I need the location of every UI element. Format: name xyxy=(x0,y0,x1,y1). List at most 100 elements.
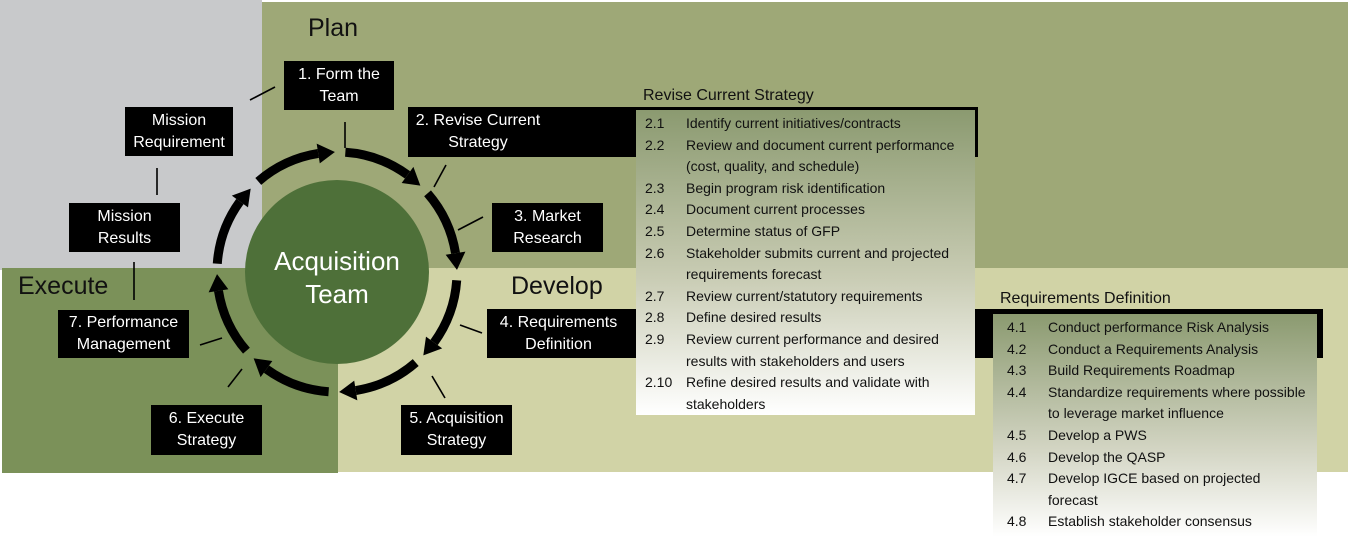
item-number: 4.8 xyxy=(1007,513,1027,530)
double-arrow-icon xyxy=(199,337,223,346)
step-label: 5. Acquisition xyxy=(409,410,504,427)
step-form-team[interactable]: 1. Form the Team xyxy=(284,61,394,110)
connector-arrows xyxy=(133,86,484,399)
cycle-arrow-segment xyxy=(424,190,460,255)
cycle-arrow-segment xyxy=(430,279,462,346)
item-number: 2.4 xyxy=(645,201,665,218)
cycle-arrow-segment xyxy=(212,198,244,265)
reqdef-list: 4.1 Conduct performance Risk Analysis 4.2 C… xyxy=(993,314,1317,537)
step-label: Strategy xyxy=(448,134,508,151)
mission-label: Mission xyxy=(97,207,152,225)
arrowhead-icon xyxy=(445,251,466,270)
reqdef-heading: Requirements Definition xyxy=(1000,290,1171,307)
item-text: Develop IGCE based on projected forecast xyxy=(1048,470,1261,508)
list-item: 2.8 Define desired results xyxy=(645,307,975,329)
center-line-2: Team xyxy=(305,279,369,309)
item-text: Conduct a Requirements Analysis xyxy=(1048,340,1259,357)
list-item: 4.5 Develop a PWS xyxy=(1007,425,1317,447)
item-text: Identify current initiatives/contracts xyxy=(686,115,901,131)
item-number: 2.2 xyxy=(645,136,665,153)
list-item: 2.4 Document current processes xyxy=(645,199,975,221)
item-number: 4.4 xyxy=(1007,383,1027,400)
step-label: Team xyxy=(319,87,359,105)
item-text: Refine desired results and validate with… xyxy=(686,374,930,412)
list-item: 2.9 Review current performance and desire… xyxy=(645,329,975,372)
double-arrow-icon xyxy=(227,368,243,388)
mission-requirement[interactable]: Mission Requirement xyxy=(125,107,233,156)
cycle-arrow-segment xyxy=(255,149,320,185)
step-revise-strategy[interactable]: 2. Revise Current Strategy xyxy=(408,107,548,157)
step-acquisition-strategy[interactable]: 5. Acquisition Strategy xyxy=(401,405,512,455)
list-item: 4.6 Develop the QASP xyxy=(1007,447,1317,469)
list-item: 4.4 Standardize requirements where possib… xyxy=(1007,382,1317,425)
step-label: 7. Performance xyxy=(68,314,179,331)
list-item: 2.7 Review current/statutory requirements xyxy=(645,286,975,308)
cycle-ring xyxy=(208,143,466,401)
double-arrow-icon xyxy=(431,375,446,399)
step-execute-strategy[interactable]: 6. Execute Strategy xyxy=(151,405,262,455)
step-label: 2. Revise Current xyxy=(415,112,541,129)
step-label: 4. Requirements xyxy=(499,314,618,331)
arrowhead-icon xyxy=(401,166,421,186)
list-item: 4.1 Conduct performance Risk Analysis xyxy=(1007,317,1317,339)
list-item: 4.3 Build Requirements Roadmap xyxy=(1007,360,1317,382)
item-text: Review current performance and desired r… xyxy=(686,330,939,369)
step-market-research[interactable]: 3. Market Research xyxy=(492,203,603,252)
item-number: 4.6 xyxy=(1007,448,1027,465)
step-label: Research xyxy=(513,229,582,247)
list-item: 4.2 Conduct a Requirements Analysis xyxy=(1007,339,1317,361)
list-item: 2.10 Refine desired results and validate … xyxy=(645,372,975,415)
step-label: 6. Execute xyxy=(168,410,245,427)
item-number: 2.8 xyxy=(645,309,665,326)
revise-heading: Revise Current Strategy xyxy=(643,87,814,104)
item-text: Develop a PWS xyxy=(1048,426,1147,443)
center-label: Acquisition Team xyxy=(245,245,429,311)
arrowhead-icon xyxy=(253,358,273,378)
double-arrow-icon xyxy=(433,164,447,188)
step-requirements-definition[interactable]: 4. Requirements Definition xyxy=(487,310,630,358)
step-label: 3. Market xyxy=(514,207,581,225)
item-number: 2.9 xyxy=(645,330,665,347)
mission-label: Requirement xyxy=(133,133,225,151)
item-text: Begin program risk identification xyxy=(686,179,886,196)
list-item: 2.3 Begin program risk identification xyxy=(645,178,975,200)
list-item: 4.7 Develop IGCE based on projected forec… xyxy=(1007,468,1317,511)
mission-label: Results xyxy=(97,229,152,247)
phase-plan-label: Plan xyxy=(308,14,359,42)
item-text: Develop the QASP xyxy=(1048,448,1166,465)
list-item: 4.8 Establish stakeholder consensus xyxy=(1007,511,1317,533)
item-number: 2.5 xyxy=(645,222,665,239)
arrowhead-icon xyxy=(231,188,251,208)
item-text: Stakeholder submits current and projecte… xyxy=(686,244,950,283)
item-text: Document current processes xyxy=(686,201,865,218)
list-item: 2.5 Determine status of GFP xyxy=(645,221,975,243)
mission-label: Mission xyxy=(151,111,207,129)
item-number: 4.5 xyxy=(1007,426,1027,443)
center-circle xyxy=(245,180,429,364)
item-number: 2.3 xyxy=(645,179,665,196)
phase-develop-label: Develop xyxy=(511,272,603,300)
item-text: Build Requirements Roadmap xyxy=(1048,362,1235,379)
item-number: 2.7 xyxy=(645,287,665,304)
list-item: 2.1 Identify current initiatives/contract… xyxy=(645,113,975,135)
item-text: Determine status of GFP xyxy=(686,222,841,239)
double-arrow-icon xyxy=(457,216,484,231)
cycle-arrow-segment xyxy=(344,147,411,179)
step-label: Strategy xyxy=(176,432,237,449)
item-number: 2.10 xyxy=(645,374,673,391)
step-label: Management xyxy=(76,336,171,353)
arrowhead-icon xyxy=(339,380,358,401)
item-text: Establish stakeholder consensus xyxy=(1048,513,1252,530)
item-number: 2.6 xyxy=(645,244,665,261)
item-number: 4.2 xyxy=(1007,340,1027,357)
item-text: Review current/statutory requirements xyxy=(686,287,923,304)
mission-results[interactable]: Mission Results xyxy=(69,203,180,252)
revise-list: 2.1 Identify current initiatives/contract… xyxy=(636,110,975,415)
step-performance-management[interactable]: 7. Performance Management xyxy=(58,310,189,358)
step-label: Definition xyxy=(525,336,592,353)
item-number: 4.1 xyxy=(1007,319,1027,335)
item-text: Review and document current performance … xyxy=(686,136,955,175)
arrowhead-icon xyxy=(316,143,335,164)
item-number: 2.1 xyxy=(645,115,665,131)
